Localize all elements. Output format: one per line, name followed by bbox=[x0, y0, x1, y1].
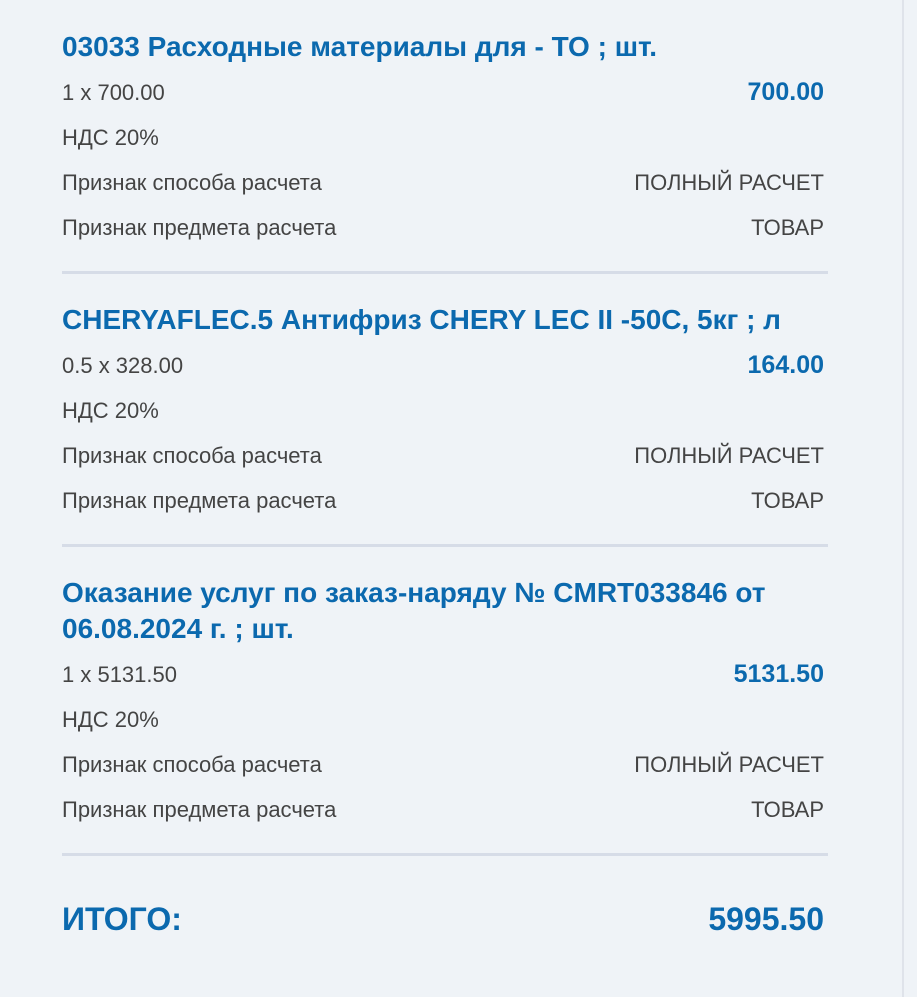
total-row: ИТОГО: 5995.50 bbox=[62, 901, 828, 937]
vat-row: НДС 20% bbox=[62, 115, 828, 160]
vat-row: НДС 20% bbox=[62, 697, 828, 742]
item-title: CHERYAFLEC.5 Антифриз CHERY LEC II -50C,… bbox=[62, 304, 781, 335]
item-amount: 164.00 bbox=[747, 351, 824, 379]
qty-row: 1 x 5131.50 5131.50 bbox=[62, 652, 828, 697]
subject-label: Признак предмета расчета bbox=[62, 487, 337, 513]
total-label: ИТОГО: bbox=[62, 900, 182, 937]
method-row: Признак способа расчета ПОЛНЫЙ РАСЧЕТ bbox=[62, 742, 828, 787]
vat-row: НДС 20% bbox=[62, 388, 828, 433]
receipt-item: CHERYAFLEC.5 Антифриз CHERY LEC II -50C,… bbox=[62, 274, 828, 547]
subject-row: Признак предмета расчета ТОВАР bbox=[62, 478, 828, 523]
subject-value: ТОВАР bbox=[751, 487, 824, 513]
qty-price: 1 x 5131.50 bbox=[62, 661, 177, 687]
qty-price: 1 x 700.00 bbox=[62, 79, 165, 105]
method-value: ПОЛНЫЙ РАСЧЕТ bbox=[634, 442, 824, 468]
total-value: 5995.50 bbox=[708, 900, 824, 937]
method-row: Признак способа расчета ПОЛНЫЙ РАСЧЕТ bbox=[62, 160, 828, 205]
method-value: ПОЛНЫЙ РАСЧЕТ bbox=[634, 751, 824, 777]
qty-row: 1 x 700.00 700.00 bbox=[62, 70, 828, 115]
item-amount: 5131.50 bbox=[733, 660, 824, 688]
method-label: Признак способа расчета bbox=[62, 751, 322, 777]
receipt-item: Оказание услуг по заказ-наряду № CMRT033… bbox=[62, 547, 828, 856]
method-row: Признак способа расчета ПОЛНЫЙ РАСЧЕТ bbox=[62, 433, 828, 478]
vat: НДС 20% bbox=[62, 397, 159, 423]
method-value: ПОЛНЫЙ РАСЧЕТ bbox=[634, 169, 824, 195]
method-label: Признак способа расчета bbox=[62, 442, 322, 468]
item-amount: 700.00 bbox=[747, 78, 824, 106]
right-border bbox=[902, 0, 904, 997]
subject-label: Признак предмета расчета bbox=[62, 214, 337, 240]
subject-row: Признак предмета расчета ТОВАР bbox=[62, 787, 828, 832]
item-title: 03033 Расходные материалы для - ТО ; шт. bbox=[62, 31, 658, 62]
receipt: 03033 Расходные материалы для - ТО ; шт.… bbox=[62, 0, 828, 937]
vat: НДС 20% bbox=[62, 124, 159, 150]
subject-value: ТОВАР bbox=[751, 214, 824, 240]
subject-row: Признак предмета расчета ТОВАР bbox=[62, 205, 828, 250]
subject-value: ТОВАР bbox=[751, 796, 824, 822]
method-label: Признак способа расчета bbox=[62, 169, 322, 195]
receipt-item: 03033 Расходные материалы для - ТО ; шт.… bbox=[62, 0, 828, 274]
vat: НДС 20% bbox=[62, 706, 159, 732]
qty-row: 0.5 x 328.00 164.00 bbox=[62, 343, 828, 388]
qty-price: 0.5 x 328.00 bbox=[62, 352, 184, 378]
item-title: Оказание услуг по заказ-наряду № CMRT033… bbox=[62, 577, 766, 644]
subject-label: Признак предмета расчета bbox=[62, 796, 337, 822]
